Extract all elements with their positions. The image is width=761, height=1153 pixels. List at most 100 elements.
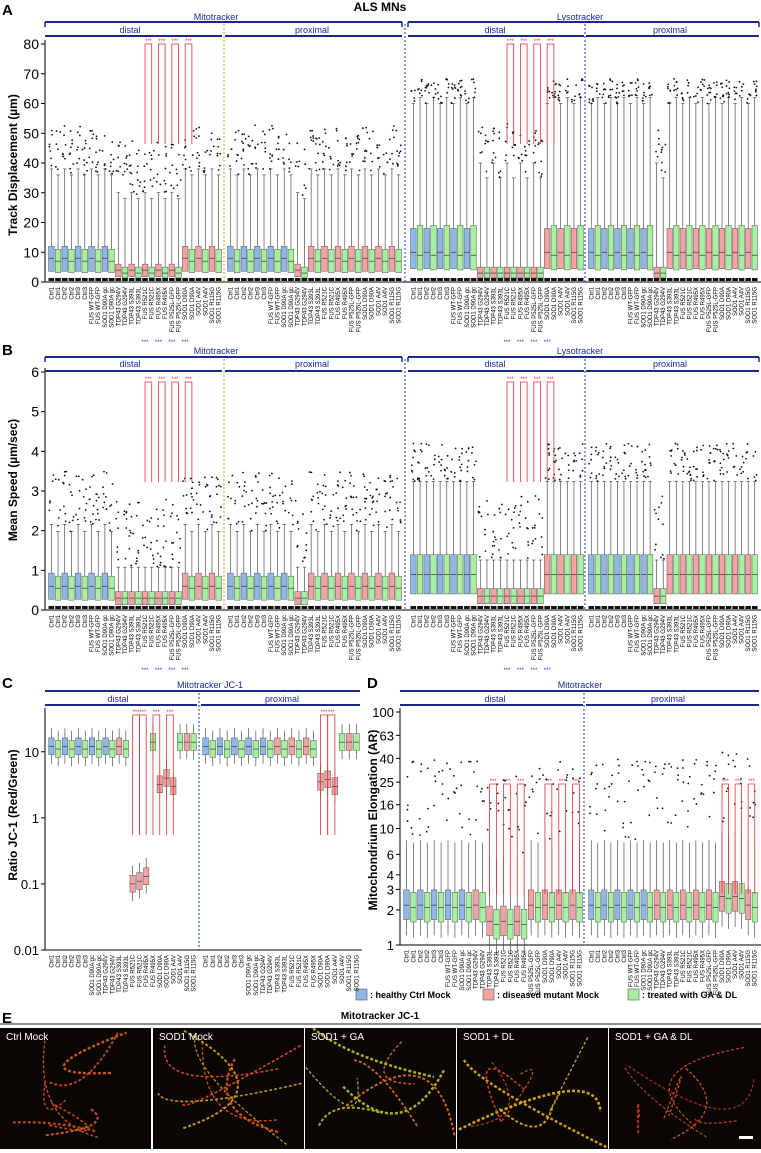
x-tick-label-B: SOD1 D90A gc (110, 615, 116, 656)
outlier-point (695, 468, 697, 470)
outlier-point (507, 552, 510, 555)
box (564, 225, 571, 271)
outlier-point (195, 157, 198, 160)
neurite (12, 1121, 97, 1133)
outlier-point (716, 448, 719, 451)
y-tick-label-D: 40 (380, 751, 394, 766)
box-low-cluster (61, 606, 68, 609)
x-tick-label-B: TDP43 G294V (485, 615, 491, 654)
outlier-point (540, 139, 543, 142)
outlier-point (352, 496, 355, 499)
x-tick-label-A: Ctrl3 (76, 286, 82, 299)
outlier-point (686, 458, 689, 460)
box-low-cluster (241, 278, 247, 281)
box-low-cluster (544, 606, 551, 609)
outlier-point (192, 498, 195, 501)
significance-label: *** (328, 710, 336, 716)
outlier-point (446, 91, 449, 94)
box-low-cluster (215, 278, 222, 281)
box-low-cluster (504, 278, 510, 281)
box-low-cluster (389, 606, 395, 609)
outlier-point (514, 547, 517, 550)
x-tick-label-B: FUS R521C (323, 614, 329, 647)
box (477, 266, 484, 279)
outlier-point (513, 511, 515, 514)
x-tick-label-A: SOD1 R115G (579, 287, 585, 324)
box-low-cluster (551, 606, 557, 609)
x-tick-label-B: TDP43 G294V (123, 615, 129, 654)
outlier-point (271, 501, 274, 503)
y-tick-label-D: 1 (387, 938, 394, 953)
outlier-point (514, 144, 516, 146)
outlier-point (623, 94, 625, 97)
outlier-point (494, 156, 497, 159)
outlier-point (451, 88, 454, 90)
outlier-point (507, 532, 510, 535)
outlier-point (507, 508, 510, 511)
outlier-point (191, 495, 193, 498)
box (424, 892, 431, 923)
box-low-cluster (294, 606, 301, 609)
outlier-point (352, 153, 355, 155)
outlier-point (609, 468, 612, 471)
x-tick-label-C: FUS R521C (131, 954, 137, 987)
box-low-cluster (215, 606, 222, 609)
x-tick-label-B: SOD1 D90A (552, 615, 558, 648)
sub-proximal-c: proximal (265, 694, 299, 704)
outlier-point (83, 147, 86, 149)
y-tick-label-A: 40 (23, 155, 39, 171)
outlier-point (695, 803, 698, 805)
outlier-point (412, 456, 415, 459)
outlier-point (129, 531, 132, 534)
x-tick-label-B: SOD1 D90A gc (642, 615, 648, 656)
outlier-point (137, 551, 140, 554)
significance-label-bottom: *** (142, 668, 150, 674)
outlier-point (714, 764, 717, 767)
box (557, 228, 564, 269)
outlier-point (460, 761, 463, 764)
sub-distal-a1: distal (119, 25, 140, 35)
outlier-point (64, 157, 66, 160)
box-low-cluster (725, 278, 732, 281)
outlier-point (102, 492, 105, 495)
outlier-point (96, 512, 99, 515)
box (388, 246, 395, 272)
outlier-point (438, 770, 440, 773)
outlier-point (734, 92, 737, 95)
box (594, 225, 601, 271)
outlier-point (82, 495, 85, 498)
outlier-point (191, 154, 194, 156)
box (61, 246, 68, 272)
outlier-point (590, 458, 593, 461)
outlier-point (125, 157, 128, 159)
outlier-point (537, 143, 540, 146)
x-tick-label-A: FUS WT-GFP (90, 287, 96, 324)
outlier-point (635, 94, 638, 97)
outlier-point (559, 760, 562, 763)
outlier-point (271, 127, 274, 130)
box-low-cluster (450, 278, 457, 281)
x-tick-label-B: Ctrl1 (418, 614, 424, 627)
outlier-point (661, 553, 664, 556)
outlier-point (732, 442, 735, 445)
outlier-point (727, 763, 730, 766)
outlier-point (574, 454, 577, 457)
box (490, 266, 497, 279)
outlier-point (112, 158, 115, 161)
outlier-point (457, 82, 460, 85)
outlier-point (210, 138, 213, 141)
outlier-point (643, 785, 645, 788)
x-tick-label-A: TDP43 S393L (316, 286, 322, 324)
x-tick-label-A: Ctrl1 (411, 286, 417, 299)
outlier-point (115, 500, 118, 503)
x-tick-label-B: TDP43 G294V (302, 615, 308, 654)
outlier-point (579, 96, 582, 98)
outlier-point (675, 81, 678, 84)
outlier-point (461, 826, 464, 829)
outlier-point (184, 167, 187, 170)
box-low-cluster (102, 278, 108, 281)
box-low-cluster (254, 606, 261, 609)
outlier-point (660, 556, 662, 559)
outlier-point (219, 485, 222, 488)
box (673, 225, 680, 271)
